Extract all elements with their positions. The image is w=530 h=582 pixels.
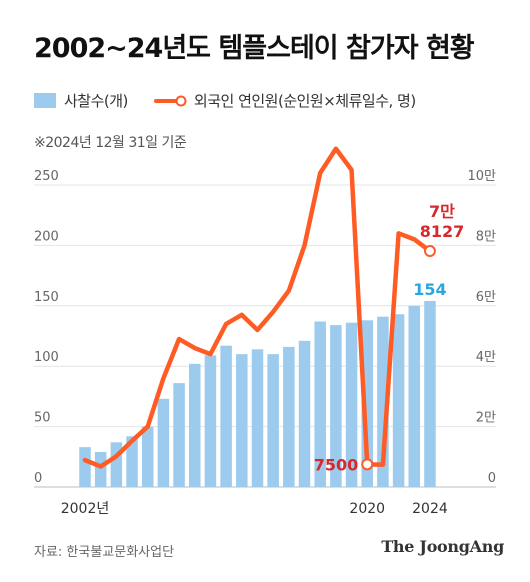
- bar: [79, 447, 91, 487]
- bar: [110, 442, 123, 487]
- bar: [361, 320, 373, 487]
- line-legend-swatch: [153, 95, 187, 106]
- annotation-2020-min: 7500: [314, 455, 359, 474]
- bar-legend-label: 사찰수(개): [64, 92, 128, 110]
- bar: [298, 340, 311, 487]
- right-tick-label: 2만: [476, 411, 496, 426]
- left-tick-label: 200: [34, 229, 59, 244]
- brand-logo: The JoongAng: [381, 537, 504, 556]
- bar: [392, 314, 405, 487]
- source-note: 자료: 한국불교문화사업단: [34, 545, 175, 560]
- right-tick-label: 8만: [476, 229, 496, 244]
- bar-legend-swatch: [34, 93, 56, 108]
- axes: 0 0 50 2만 100 4만 150 6만 200 8만 250 10만 2002년 2020 2024: [34, 169, 496, 517]
- line-legend-label: 외국인 연인원(순인원×체류일수, 명): [193, 92, 416, 110]
- annotation-2024-bar-label: 154: [413, 280, 446, 299]
- bar: [173, 383, 185, 487]
- bar: [94, 451, 107, 487]
- left-tick-label: 100: [34, 350, 59, 365]
- bar: [283, 346, 295, 487]
- line-series: [82, 146, 436, 471]
- x-tick-label: 2020: [349, 501, 385, 517]
- bar: [408, 305, 421, 487]
- bar-series: [79, 300, 436, 487]
- line-point-marker: [361, 458, 374, 471]
- chart-title: 2002~24년도 템플스테이 참가자 현황: [34, 33, 475, 64]
- line-point-marker: [423, 245, 436, 258]
- bar: [236, 354, 248, 487]
- left-tick-label: 0: [34, 471, 42, 486]
- bar: [157, 398, 170, 487]
- data-date-note: ※2024년 12월 31일 기준: [34, 135, 187, 151]
- bar: [251, 349, 264, 487]
- bar: [267, 354, 279, 487]
- annotation-2024-line-label-2: 8127: [420, 222, 465, 241]
- bar: [345, 322, 358, 487]
- bar: [141, 426, 154, 487]
- bar: [189, 363, 201, 487]
- x-tick-label: 2024: [412, 501, 448, 517]
- bar: [330, 325, 342, 487]
- left-tick-label: 150: [34, 290, 59, 305]
- bar: [314, 321, 326, 487]
- bar: [220, 345, 232, 487]
- right-tick-label: 6만: [476, 290, 496, 305]
- bar: [204, 355, 217, 487]
- bar: [377, 316, 389, 487]
- left-tick-label: 50: [34, 411, 51, 426]
- right-tick-label: 4만: [476, 350, 496, 365]
- bar: [424, 300, 436, 487]
- bar: [126, 436, 138, 487]
- x-tick-label: 2002년: [61, 501, 110, 517]
- left-tick-label: 250: [34, 169, 59, 184]
- right-tick-label: 0: [488, 471, 496, 486]
- right-tick-label: 10만: [467, 169, 496, 184]
- legend: 사찰수(개) 외국인 연인원(순인원×체류일수, 명): [34, 90, 416, 111]
- annotation-2024-line-label-1: 7만: [429, 202, 455, 221]
